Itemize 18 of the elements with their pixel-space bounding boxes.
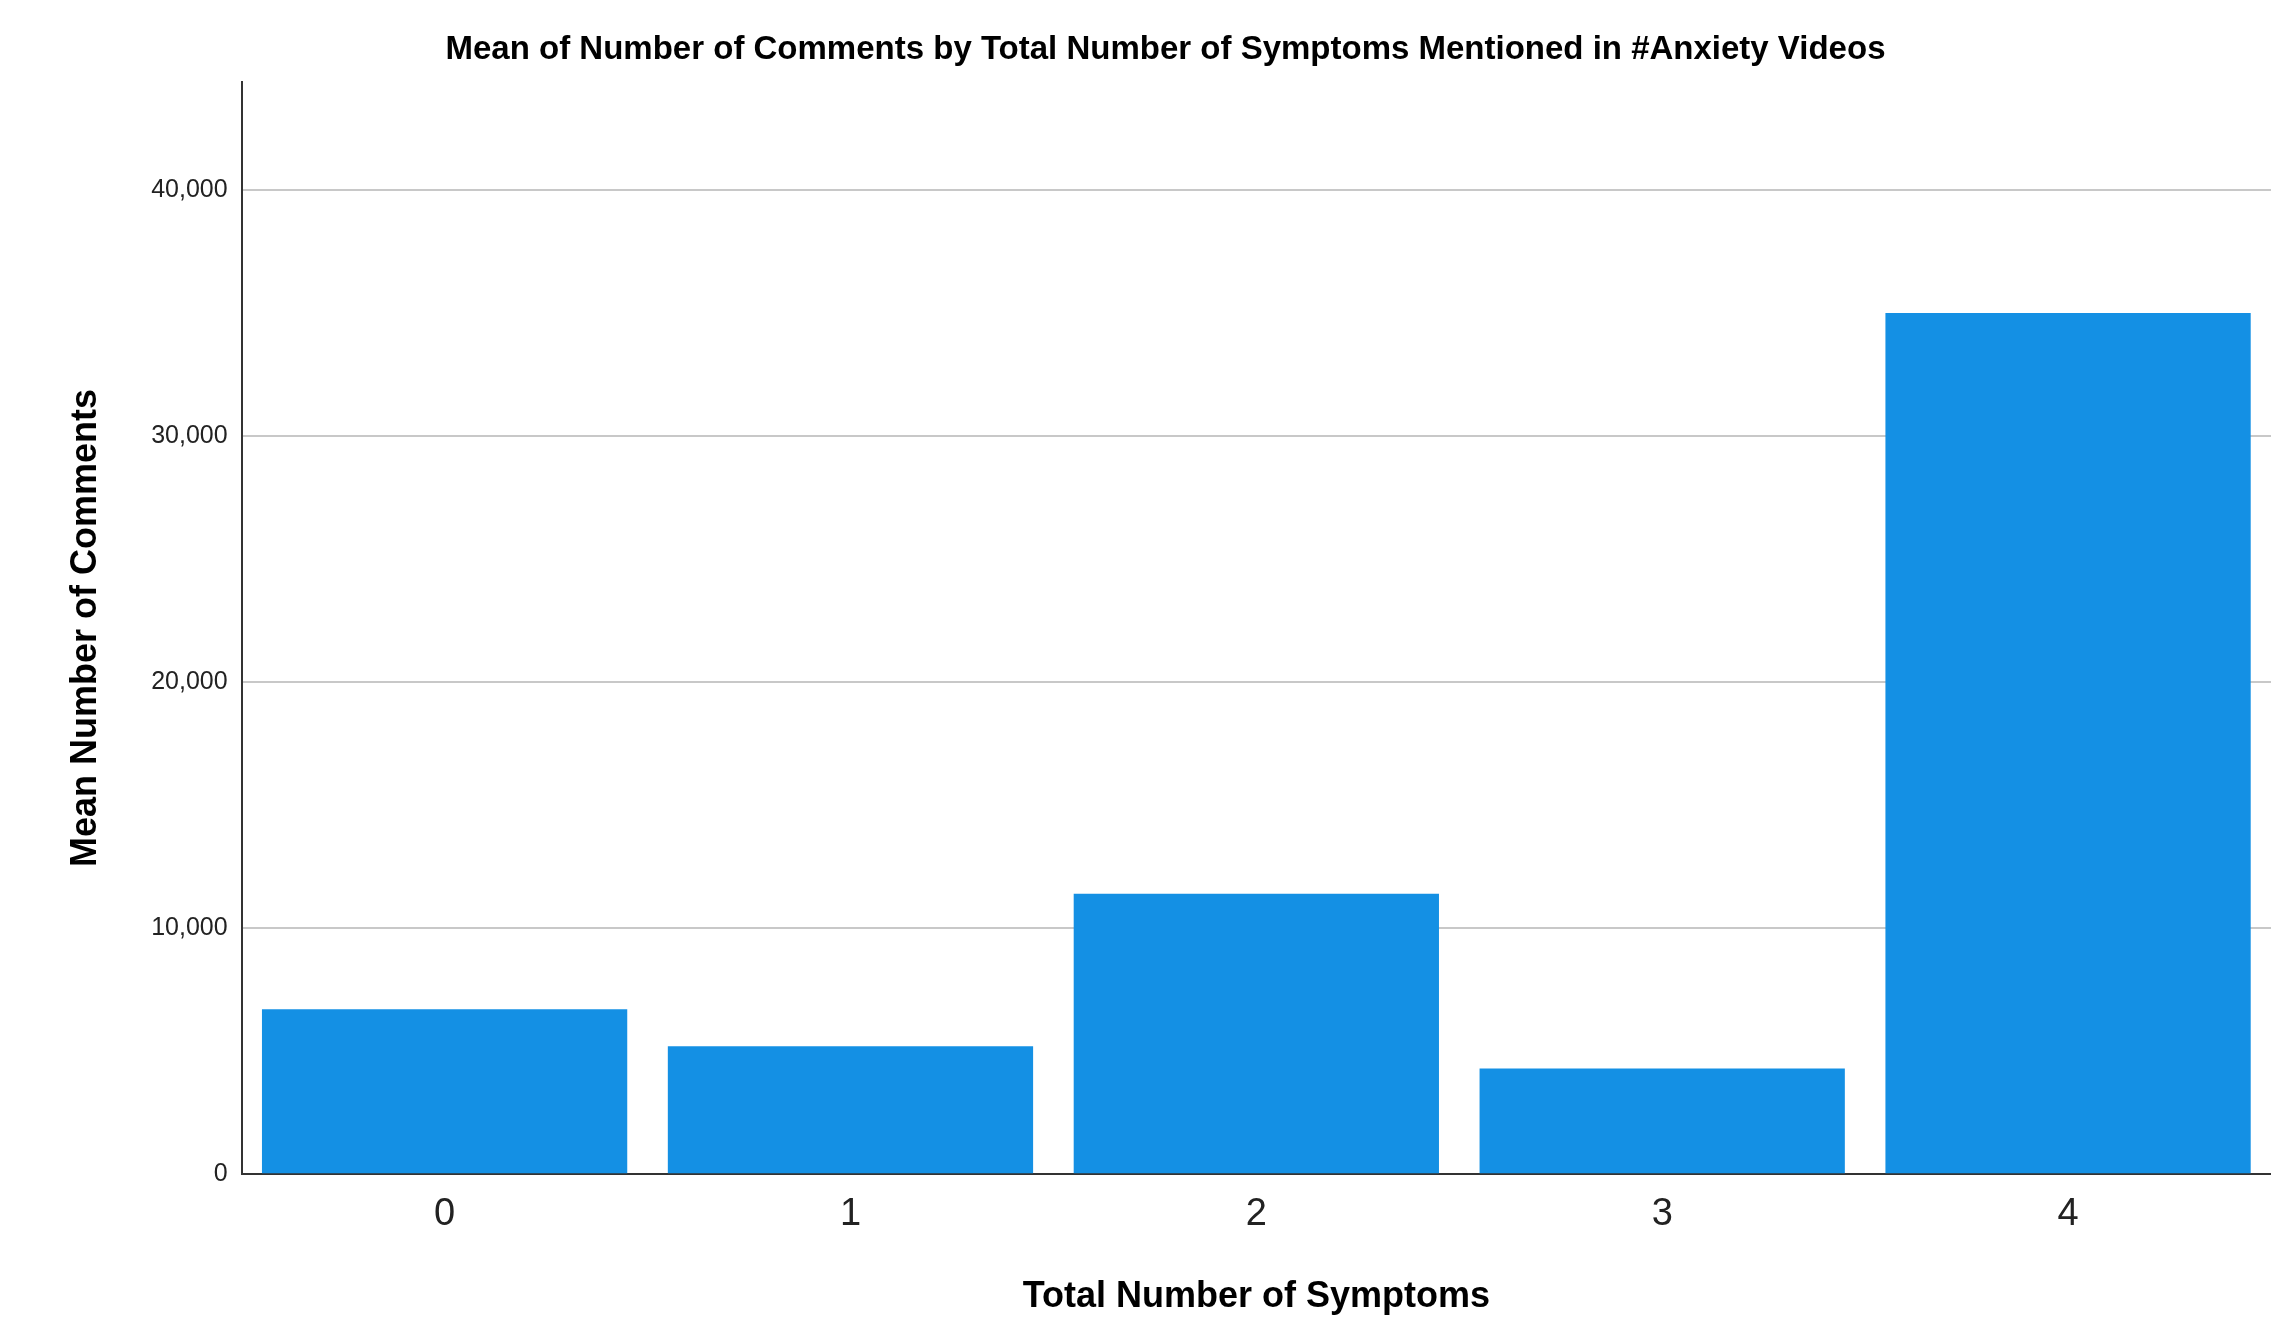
- bar: [261, 1009, 628, 1174]
- chart-title: Mean of Number of Comments by Total Number of Symptoms Mentioned in #Anxiety Videos: [445, 28, 1886, 66]
- x-axis-title: Total Number of Symptoms: [1022, 1274, 1491, 1316]
- x-tick-label: 0: [434, 1191, 456, 1234]
- bar: [1479, 1068, 1845, 1174]
- y-axis-title: Mean Number of Comments: [62, 388, 104, 867]
- x-tick-label: 4: [2057, 1191, 2079, 1234]
- y-tick-label: 20,000: [151, 665, 228, 694]
- bar: [667, 1046, 1034, 1174]
- y-tick-label: 0: [213, 1158, 228, 1187]
- y-tick-label: 30,000: [151, 419, 228, 448]
- x-tick-label: 3: [1651, 1191, 1673, 1234]
- x-tick-label: 1: [839, 1191, 862, 1234]
- y-tick-label: 10,000: [151, 912, 228, 941]
- x-tick-label: 2: [1245, 1191, 1267, 1234]
- bar: [1885, 312, 2251, 1174]
- y-tick-label: 40,000: [151, 173, 228, 202]
- bar: [1073, 893, 1439, 1174]
